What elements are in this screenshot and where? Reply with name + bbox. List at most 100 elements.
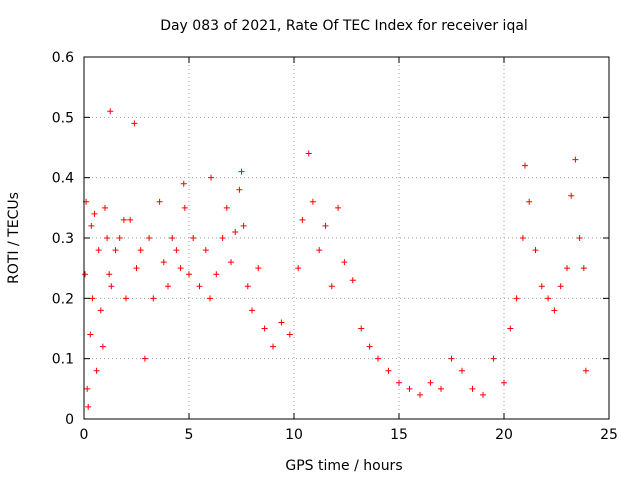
data-point: [240, 222, 247, 229]
data-point: [244, 283, 251, 290]
data-point: [448, 355, 455, 362]
data-point: [490, 355, 497, 362]
data-point: [93, 367, 100, 374]
data-point: [116, 235, 123, 241]
data-point: [538, 283, 545, 290]
y-tick-label: 0.1: [52, 352, 74, 368]
data-point: [150, 295, 157, 302]
x-tick-label: 15: [390, 427, 408, 443]
data-point: [223, 204, 230, 211]
x-tick-label: 0: [80, 427, 89, 443]
data-point: [519, 235, 526, 241]
data-point: [322, 222, 329, 229]
data-point: [160, 259, 167, 266]
data-point: [87, 331, 94, 338]
data-point: [106, 271, 113, 278]
data-point: [255, 265, 262, 272]
data-point: [526, 198, 533, 205]
data-point: [202, 247, 209, 254]
data-point: [576, 235, 583, 241]
data-point: [438, 385, 444, 392]
data-point: [133, 265, 140, 272]
data-point: [582, 367, 589, 374]
data-point: [564, 265, 570, 272]
data-point: [123, 295, 129, 302]
data-point: [417, 391, 423, 398]
data-point: [97, 307, 104, 314]
data-point: [120, 216, 127, 223]
y-tick-label: 0.4: [52, 171, 74, 187]
data-point: [349, 277, 356, 284]
data-point: [513, 295, 520, 302]
data-point: [385, 367, 392, 374]
data-point: [108, 283, 115, 290]
y-axis-label: ROTI / TECUs: [6, 192, 22, 284]
data-point: [295, 265, 302, 272]
data-point: [501, 379, 507, 386]
data-point: [99, 343, 106, 350]
data-point: [427, 379, 434, 386]
data-point: [316, 247, 323, 254]
data-point: [208, 174, 215, 181]
data-point: [173, 247, 180, 254]
data-point: [238, 168, 245, 175]
data-point: [522, 162, 528, 169]
data-point: [459, 367, 465, 374]
data-point: [82, 271, 89, 278]
data-point: [278, 319, 285, 326]
x-axis-ticks: 0 5 10 15 20 25: [80, 57, 618, 443]
data-point: [228, 259, 234, 266]
data-point: [286, 331, 293, 338]
data-point: [169, 235, 176, 241]
y-tick-label: 0.2: [52, 291, 74, 307]
x-tick-label: 5: [185, 427, 194, 443]
data-point: [532, 247, 539, 254]
data-point: [366, 343, 373, 350]
data-point: [102, 204, 108, 211]
data-point: [557, 283, 564, 290]
data-point: [107, 108, 114, 115]
data-point: [335, 204, 342, 211]
data-point: [177, 265, 184, 272]
y-tick-label: 0: [65, 412, 74, 428]
data-point: [396, 379, 402, 386]
data-point: [131, 120, 138, 127]
data-point: [249, 307, 255, 314]
x-tick-label: 25: [600, 427, 618, 443]
x-tick-label: 10: [285, 427, 303, 443]
data-point: [213, 271, 220, 278]
y-tick-label: 0.6: [52, 50, 74, 66]
data-point: [89, 295, 96, 302]
x-tick-label: 20: [495, 427, 513, 443]
data-point: [358, 325, 365, 332]
data-point: [127, 216, 134, 223]
data-point: [91, 210, 98, 217]
data-point: [104, 235, 111, 241]
data-point: [232, 228, 239, 235]
data-point: [112, 247, 119, 254]
data-point: [545, 295, 552, 302]
data-point: [156, 198, 163, 205]
data-point: [137, 247, 144, 254]
data-point: [309, 198, 316, 205]
data-point: [580, 265, 587, 272]
data-point: [507, 325, 514, 332]
data-point: [95, 247, 102, 254]
data-point: [480, 391, 486, 398]
data-point: [270, 343, 276, 350]
x-axis-label: GPS time / hours: [285, 458, 402, 474]
y-tick-label: 0.3: [52, 231, 74, 247]
data-point: [299, 216, 306, 223]
data-point: [469, 385, 476, 392]
data-point: [261, 325, 268, 332]
y-tick-label: 0.5: [52, 110, 74, 126]
data-point: [219, 235, 226, 241]
data-point: [236, 186, 243, 193]
y-axis-ticks: 0 0.1 0.2 0.3 0.4 0.5 0.6: [52, 50, 609, 428]
data-point: [305, 150, 312, 157]
data-point: [181, 204, 188, 211]
data-point: [196, 283, 203, 290]
data-point: [165, 283, 171, 290]
data-point: [85, 403, 92, 410]
